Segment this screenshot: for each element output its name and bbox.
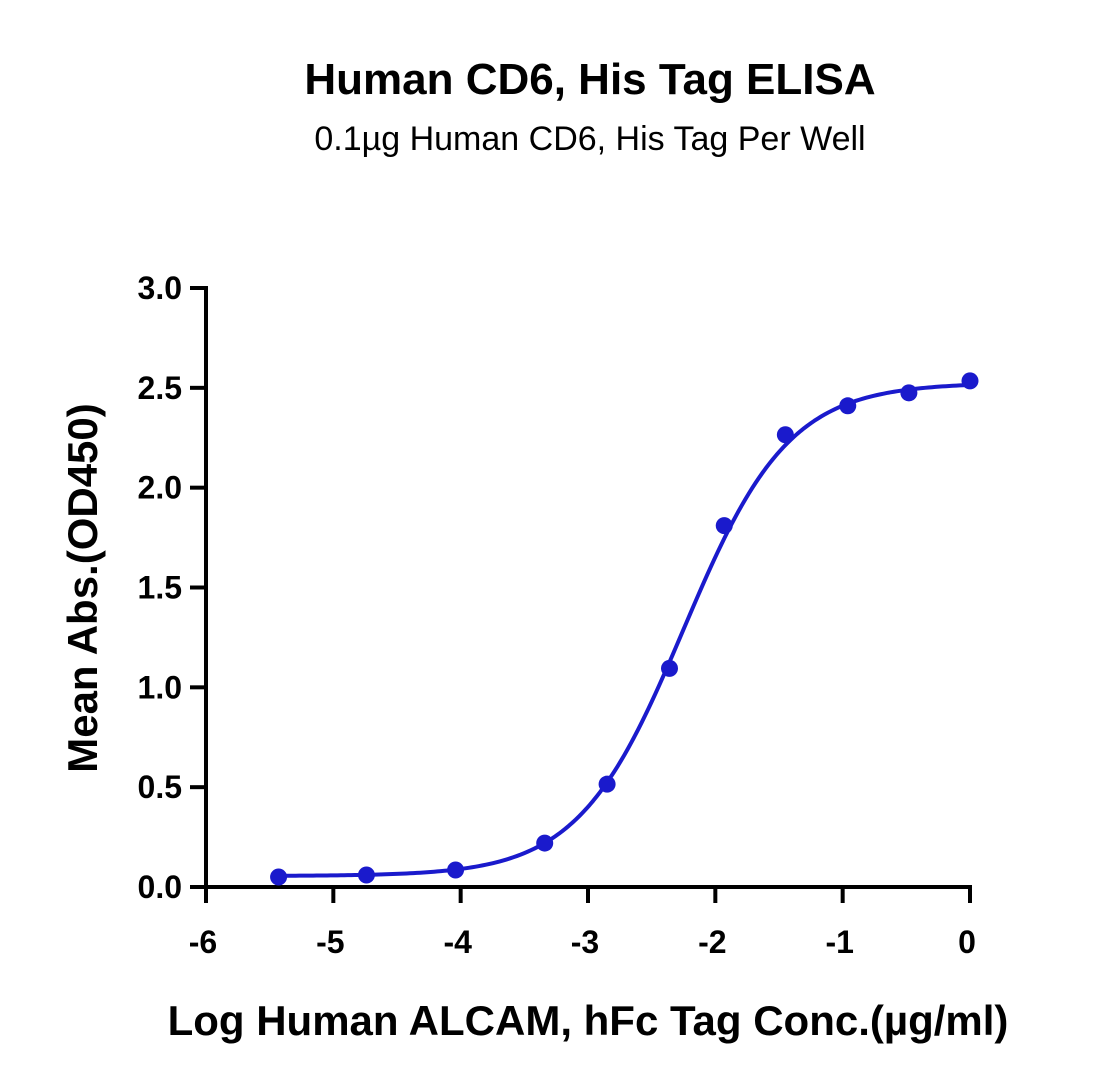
data-point [447, 861, 465, 879]
y-tick-label: 0.5 [138, 769, 182, 805]
y-tick-label: 1.5 [138, 570, 182, 606]
chart-subtitle: 0.1µg Human CD6, His Tag Per Well [314, 120, 865, 158]
x-tick-label: -4 [443, 924, 472, 960]
x-tick-label: -2 [698, 924, 726, 960]
data-point [357, 866, 375, 884]
x-tick-label: 0 [958, 924, 976, 960]
data-point [715, 517, 733, 535]
x-axis-label: Log Human ALCAM, hFc Tag Conc.(µg/ml) [168, 997, 1009, 1044]
y-tick-label: 3.0 [138, 270, 182, 306]
y-tick-label: 1.0 [138, 669, 182, 705]
plot-area: -6 -5 -4 -3 -2 -1 0 0.0 0.5 1.0 1.5 2.0 2.5 3.0 [138, 270, 979, 960]
data-point [839, 397, 857, 415]
y-axis-label: Mean Abs.(OD450) [59, 403, 106, 773]
data-point [598, 775, 616, 793]
fit-curve [278, 382, 971, 878]
x-tick-label: -1 [825, 924, 853, 960]
data-point [660, 659, 678, 677]
y-tick-label: 2.0 [138, 470, 182, 506]
data-point [961, 372, 979, 390]
data-point [270, 868, 288, 886]
x-tick-label: -5 [316, 924, 344, 960]
data-point [900, 384, 918, 402]
data-point [776, 426, 794, 444]
chart-title: Human CD6, His Tag ELISA [304, 55, 875, 104]
x-tick-label: -3 [571, 924, 599, 960]
y-tick-label: 0.0 [138, 869, 182, 905]
y-tick-label: 2.5 [138, 370, 182, 406]
x-tick-label: -6 [189, 924, 217, 960]
data-point [536, 834, 554, 852]
